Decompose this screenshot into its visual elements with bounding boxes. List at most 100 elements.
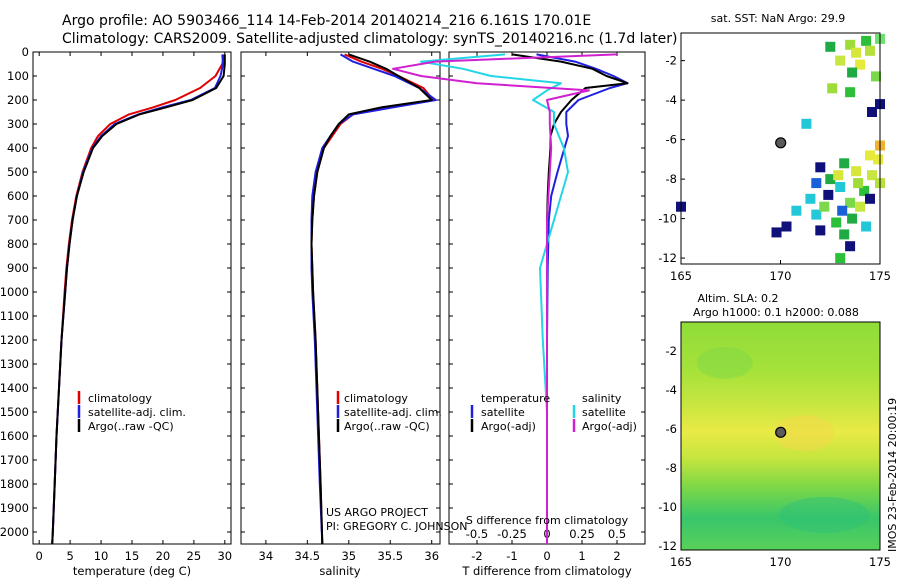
sst-pixel (835, 253, 846, 264)
imos-credit: IMOS 23-Feb-2014 20:00:19 (886, 398, 899, 552)
sst-pixel (835, 182, 846, 192)
depth-tick-label: 1800 (0, 477, 29, 491)
legend-s-argo: Argo(-adj) (582, 420, 637, 433)
sst-pixel (831, 217, 842, 228)
temperature-legend: climatology satellite-adj. clim. Argo(..… (77, 391, 186, 433)
series-line-argo-raw-qc- (51, 54, 226, 545)
sst-pixel (835, 55, 846, 66)
sst-pixel (845, 87, 856, 98)
x-tick-label-top: -0.5 (466, 527, 488, 541)
legend-t-argo: Argo(-adj) (481, 420, 536, 433)
temperature-axis-label: temperature (deg C) (73, 564, 191, 578)
x-tick-label: 36 (424, 549, 439, 563)
x-tick-label-bottom: 0 (543, 549, 550, 563)
x-tick-label: 10 (94, 549, 109, 563)
series-line-climatology (310, 53, 435, 545)
sst-pixel (871, 71, 881, 82)
map-y-tick-label: -6 (666, 133, 677, 147)
sst-pixel (825, 174, 836, 185)
depth-tick-label: 400 (7, 141, 29, 155)
series-line-climatology (51, 54, 226, 545)
x-tick-label: 35.5 (377, 549, 403, 563)
sst-pixel (819, 201, 830, 212)
depth-tick-label: 700 (7, 213, 29, 227)
legend-s-satellite: satellite (582, 406, 626, 419)
series-line-salinity-satellite (420, 53, 569, 544)
sst-pixel (845, 197, 856, 208)
figure-title-line1: Argo profile: AO 5903466_114 14-Feb-2014… (62, 13, 591, 29)
map-x-tick-label: 170 (770, 555, 792, 569)
sla-map-frame (680, 321, 881, 551)
sst-pixel (867, 107, 877, 117)
sla-low-anomaly (696, 346, 753, 379)
map-y-tick-label: -12 (658, 539, 677, 553)
salinity-axis-label: salinity (319, 564, 360, 578)
legend-satellite-adj: satellite-adj. clim. (344, 406, 442, 419)
map-y-tick-label: -2 (666, 54, 677, 68)
map-x-tick-label: 175 (869, 269, 891, 283)
depth-tick-label: 800 (7, 237, 29, 251)
depth-tick-label: 500 (7, 165, 29, 179)
sst-pixel (867, 170, 877, 181)
depth-tick-label: 1500 (0, 405, 29, 419)
depth-tick-label: 900 (7, 261, 29, 275)
legend-t-satellite: satellite (481, 406, 525, 419)
sla-map-title-line1: Altim. SLA: 0.2 (697, 292, 778, 305)
legend-argo: Argo(..raw -QC) (344, 420, 430, 433)
depth-tick-label: 1900 (0, 501, 29, 515)
sst-pixel (839, 229, 850, 240)
sla-map: 165 170 175 -2 -4 -6 -8 -10 -12 (658, 322, 891, 569)
sla-high-anomaly (774, 415, 835, 452)
temperature-panel-frame (32, 51, 232, 545)
sst-pixel (781, 221, 792, 232)
legend-argo: Argo(..raw -QC) (88, 420, 174, 433)
series-line-argo-raw-qc- (310, 53, 433, 545)
difference-legend: temperature satellite Argo(-adj) salinit… (470, 392, 637, 433)
depth-tick-label: 100 (7, 69, 29, 83)
x-tick-label-bottom: -1 (506, 549, 517, 563)
map-y-tick-label: -4 (666, 383, 677, 397)
depth-tick-label: 1600 (0, 429, 29, 443)
sst-pixel (861, 35, 872, 46)
map-y-tick-label: -4 (666, 93, 677, 107)
x-tick-label-top: 0.5 (608, 527, 626, 541)
sst-pixel (791, 205, 802, 216)
x-tick-label: 34.5 (295, 549, 321, 563)
sst-pixel (823, 189, 834, 200)
x-tick-label-top: 0.25 (569, 527, 595, 541)
map-y-tick-label: -2 (666, 344, 677, 358)
map-y-tick-label: -10 (658, 212, 677, 226)
sst-pixel (865, 150, 875, 161)
x-tick-label: 30 (217, 549, 232, 563)
depth-axis: 0 100 200 300 400 500 600 700 800 900 1000 1100 1200… (0, 45, 645, 539)
x-tick-label: 0 (36, 549, 43, 563)
x-tick-label: 15 (125, 549, 140, 563)
t-difference-axis-label: T difference from climatology (461, 564, 632, 578)
legend-satellite-adj: satellite-adj. clim. (88, 406, 186, 419)
sst-pixel (855, 201, 866, 212)
map-y-tick-label: -10 (658, 500, 677, 514)
x-tick-label: 5 (66, 549, 73, 563)
x-tick-label: 25 (187, 549, 202, 563)
x-tick-label-bottom: 2 (613, 549, 620, 563)
sst-pixel (815, 225, 826, 236)
sst-pixel (851, 166, 862, 177)
salinity-legend: climatology satellite-adj. clim. Argo(..… (326, 391, 467, 533)
sst-pixel (811, 209, 822, 220)
sst-pixel (833, 170, 844, 181)
sst-map-title: sat. SST: NaN Argo: 29.9 (711, 12, 845, 25)
salinity-panel-frame (240, 51, 441, 545)
depth-tick-label: 300 (7, 117, 29, 131)
sst-pixel (805, 193, 816, 204)
legend-salinity-title: salinity (582, 392, 622, 405)
s-difference-axis-label: S difference from climatology (466, 514, 629, 527)
x-tick-label: 34 (259, 549, 274, 563)
sst-pixel (825, 41, 836, 52)
legend-climatology: climatology (88, 392, 152, 405)
map-x-tick-label: 165 (670, 269, 692, 283)
sst-pixel (801, 118, 812, 129)
sla-map-title-line2: Argo h1000: 0.1 h2000: 0.088 (693, 306, 859, 319)
sst-pixel (827, 83, 838, 94)
map-y-tick-label: -8 (666, 172, 677, 186)
